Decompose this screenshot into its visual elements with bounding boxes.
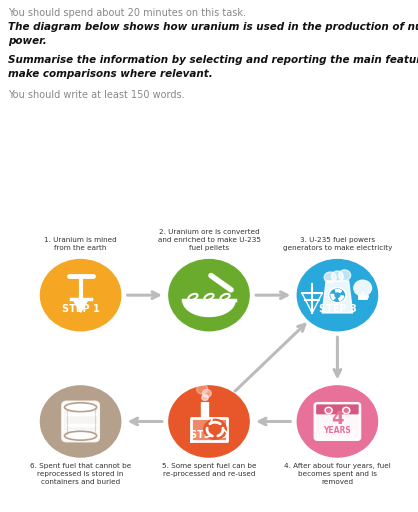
Text: YEARS: YEARS <box>324 425 351 435</box>
Circle shape <box>169 386 249 457</box>
Text: STEP 5: STEP 5 <box>190 430 228 440</box>
Circle shape <box>211 426 219 433</box>
FancyBboxPatch shape <box>316 404 359 414</box>
Circle shape <box>202 395 208 400</box>
FancyBboxPatch shape <box>63 402 99 441</box>
Ellipse shape <box>64 403 97 412</box>
Ellipse shape <box>189 294 198 300</box>
Circle shape <box>339 270 351 281</box>
Ellipse shape <box>64 431 97 440</box>
Text: 4. After about four years, fuel
becomes spent and is
removed: 4. After about four years, fuel becomes … <box>284 463 391 485</box>
Circle shape <box>354 280 372 296</box>
Circle shape <box>325 407 332 414</box>
Circle shape <box>41 260 121 331</box>
Text: You should write at least 150 words.: You should write at least 150 words. <box>8 90 185 100</box>
Circle shape <box>202 390 211 397</box>
Text: STEP 4: STEP 4 <box>319 430 356 440</box>
Wedge shape <box>335 289 342 295</box>
Polygon shape <box>322 281 353 313</box>
Ellipse shape <box>204 294 214 300</box>
Text: STEP 3: STEP 3 <box>319 304 356 314</box>
FancyBboxPatch shape <box>191 418 227 441</box>
Polygon shape <box>73 298 89 312</box>
Circle shape <box>329 287 346 303</box>
Circle shape <box>343 407 350 414</box>
Circle shape <box>169 260 249 331</box>
Text: 1. Uranium is mined
from the earth: 1. Uranium is mined from the earth <box>44 237 117 251</box>
Polygon shape <box>183 301 235 316</box>
Text: 6. Spent fuel that cannot be
reprocessed is stored in
containers and buried: 6. Spent fuel that cannot be reprocessed… <box>30 463 131 485</box>
Text: 2. Uranium ore is converted
and enriched to make U-235
fuel pellets: 2. Uranium ore is converted and enriched… <box>158 229 260 251</box>
Circle shape <box>204 419 226 439</box>
Text: You should spend about 20 minutes on this task.: You should spend about 20 minutes on thi… <box>8 8 246 18</box>
Circle shape <box>297 386 377 457</box>
Circle shape <box>41 386 121 457</box>
Wedge shape <box>331 294 337 300</box>
Text: STEP 1: STEP 1 <box>62 304 99 314</box>
Circle shape <box>331 271 344 282</box>
Text: Summarise the information by selecting and reporting the main features, and
make: Summarise the information by selecting a… <box>8 55 418 79</box>
Circle shape <box>335 293 340 297</box>
Text: 4: 4 <box>331 410 344 428</box>
Circle shape <box>324 272 336 283</box>
Circle shape <box>297 260 377 331</box>
Circle shape <box>344 409 348 412</box>
FancyBboxPatch shape <box>315 403 360 440</box>
Text: 3. U-235 fuel powers
generators to make electricity: 3. U-235 fuel powers generators to make … <box>283 237 392 251</box>
Text: STEP 2: STEP 2 <box>190 304 228 314</box>
Ellipse shape <box>220 294 229 300</box>
FancyBboxPatch shape <box>6 150 412 508</box>
Text: STEP 6: STEP 6 <box>62 430 99 440</box>
Text: 5. Some spent fuel can be
re-processed and re-used: 5. Some spent fuel can be re-processed a… <box>162 463 256 477</box>
Wedge shape <box>337 295 344 301</box>
Text: The diagram below shows how uranium is used in the production of nuclear
power.: The diagram below shows how uranium is u… <box>8 22 418 46</box>
Circle shape <box>326 409 331 412</box>
Circle shape <box>196 384 208 394</box>
